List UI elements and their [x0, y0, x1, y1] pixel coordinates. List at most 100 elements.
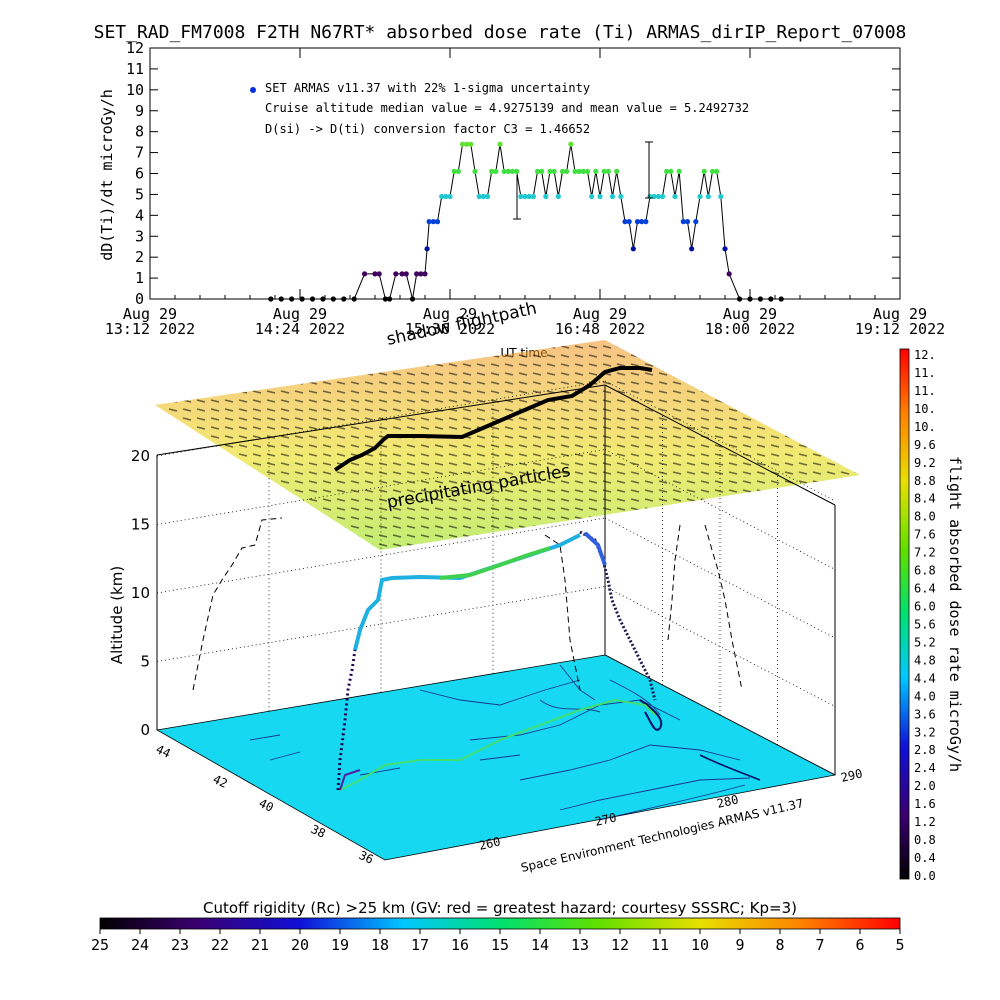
dose-colorbar-tick: 3.6	[914, 707, 936, 721]
dose-point	[714, 168, 720, 175]
dose-colorbar-tick: 7.6	[914, 528, 936, 542]
dose-colorbar-tick: 2.4	[914, 761, 936, 775]
coastline	[639, 699, 663, 731]
rigidity-tick: 11	[651, 936, 669, 954]
dose-series	[268, 141, 784, 302]
dose-point	[518, 193, 524, 200]
y-tick-label: 2	[135, 248, 144, 266]
lat-tick: 42	[211, 772, 230, 791]
dose-colorbar-tick: 10.	[914, 420, 936, 434]
y-tick-label: 10	[126, 81, 144, 99]
dose-colorbar-tick: 8.4	[914, 492, 936, 506]
dose-point	[589, 193, 595, 200]
dose-point	[361, 271, 368, 277]
dose-colorbar-tick: 1.6	[914, 797, 936, 811]
dose-point	[584, 168, 591, 175]
map-floor	[155, 654, 837, 861]
flightpath-3d-plot: shadow flightpath precipitating particle…	[108, 299, 864, 875]
x-tick-day: Aug 29	[123, 305, 177, 323]
rigidity-tick: 24	[131, 936, 149, 954]
altitude-axis: 0 5 10 15 20	[131, 447, 150, 739]
dose-point	[630, 246, 636, 252]
dose-point	[409, 296, 416, 302]
dose-point	[443, 193, 449, 200]
altitude-tick: 20	[131, 447, 150, 465]
dose-point	[268, 296, 274, 302]
dose-point	[382, 296, 389, 302]
dose-point	[659, 193, 666, 200]
lat-tick: 36	[357, 848, 376, 867]
side-projection	[544, 534, 581, 691]
altitude-label: Altitude (km)	[108, 566, 126, 664]
dose-point	[299, 296, 305, 302]
dose-colorbar-tick: 5.2	[914, 635, 936, 649]
rigidity-colorbar: Cutoff rigidity (Rc) >25 km (GV: red = g…	[91, 899, 905, 954]
dose-point	[422, 271, 428, 277]
dose-point	[618, 193, 624, 200]
dose-point	[509, 168, 516, 175]
dose-point	[330, 296, 336, 302]
x-tick-time: 19:12 2022	[855, 320, 945, 338]
dose-point	[601, 168, 607, 175]
rigidity-tick: 7	[815, 936, 824, 954]
rigidity-tick: 22	[211, 936, 229, 954]
legend-text: SET ARMAS v11.37 with 22% 1-sigma uncert…	[265, 81, 590, 95]
y-tick-label: 9	[135, 102, 144, 120]
ground-track-ends	[339, 769, 361, 791]
rigidity-tick: 20	[291, 936, 309, 954]
dose-point	[568, 141, 574, 147]
dose-point	[593, 168, 599, 175]
dose-point	[709, 168, 716, 175]
shadow-flightpath	[333, 366, 653, 472]
dose-point	[736, 296, 743, 302]
dose-point	[722, 246, 728, 252]
dose-colorbar-tick: 6.8	[914, 564, 936, 578]
rigidity-tick: 14	[531, 936, 549, 954]
rigidity-tick: 16	[451, 936, 469, 954]
y-tick-label: 11	[126, 60, 144, 78]
dose-point	[547, 168, 553, 175]
dose-point	[403, 271, 409, 277]
dose-point	[497, 141, 503, 147]
dose-colorbar-tick: 7.2	[914, 546, 936, 560]
rigidity-tick: 15	[491, 936, 509, 954]
rigidity-tick: 19	[331, 936, 349, 954]
y-tick-label: 7	[135, 144, 144, 162]
rigidity-tick: 17	[411, 936, 429, 954]
dose-colorbar-tick: 0.0	[914, 869, 936, 883]
dose-point	[559, 168, 566, 175]
dose-colorbar-tick: 5.6	[914, 617, 936, 631]
dose-point	[634, 219, 641, 225]
dose-colorbar-tick: 6.4	[914, 582, 936, 596]
dose-point	[626, 219, 632, 225]
dose-colorbar-tick: 4.4	[914, 671, 936, 685]
dose-point	[501, 168, 507, 175]
dose-colorbar-tick: 0.4	[914, 851, 936, 865]
dose-point	[605, 168, 611, 175]
dose-point	[718, 193, 724, 200]
dose-point	[430, 219, 436, 225]
lon-tick: 280	[716, 792, 740, 811]
dose-colorbar-tick: 11.	[914, 384, 936, 398]
dose-point	[597, 193, 603, 200]
dose-colorbar-tick: 4.0	[914, 689, 936, 703]
dose-point	[576, 168, 582, 175]
dose-point	[684, 219, 691, 225]
dose-point	[372, 271, 378, 277]
dose-point	[455, 168, 461, 175]
dose-point	[609, 193, 616, 200]
dose-point	[614, 168, 620, 175]
x-tick-day: Aug 29	[573, 305, 627, 323]
dose-point	[680, 219, 686, 225]
lon-tick: 270	[594, 810, 618, 829]
dose-point	[543, 193, 549, 200]
dose-point	[768, 296, 774, 302]
dose-point	[289, 296, 295, 302]
rigidity-tick: 23	[171, 936, 189, 954]
dose-point	[643, 219, 649, 225]
dose-colorbar: 0.0 0.4 0.8 1.2 1.6 2.0 2.4 2.8 3.2 3.6 4.0 4.4 4.8 5…	[899, 348, 964, 883]
dose-point	[664, 168, 670, 175]
dose-colorbar-tick: 8.8	[914, 474, 936, 488]
dose-point	[393, 271, 399, 277]
rigidity-tick: 9	[735, 936, 744, 954]
